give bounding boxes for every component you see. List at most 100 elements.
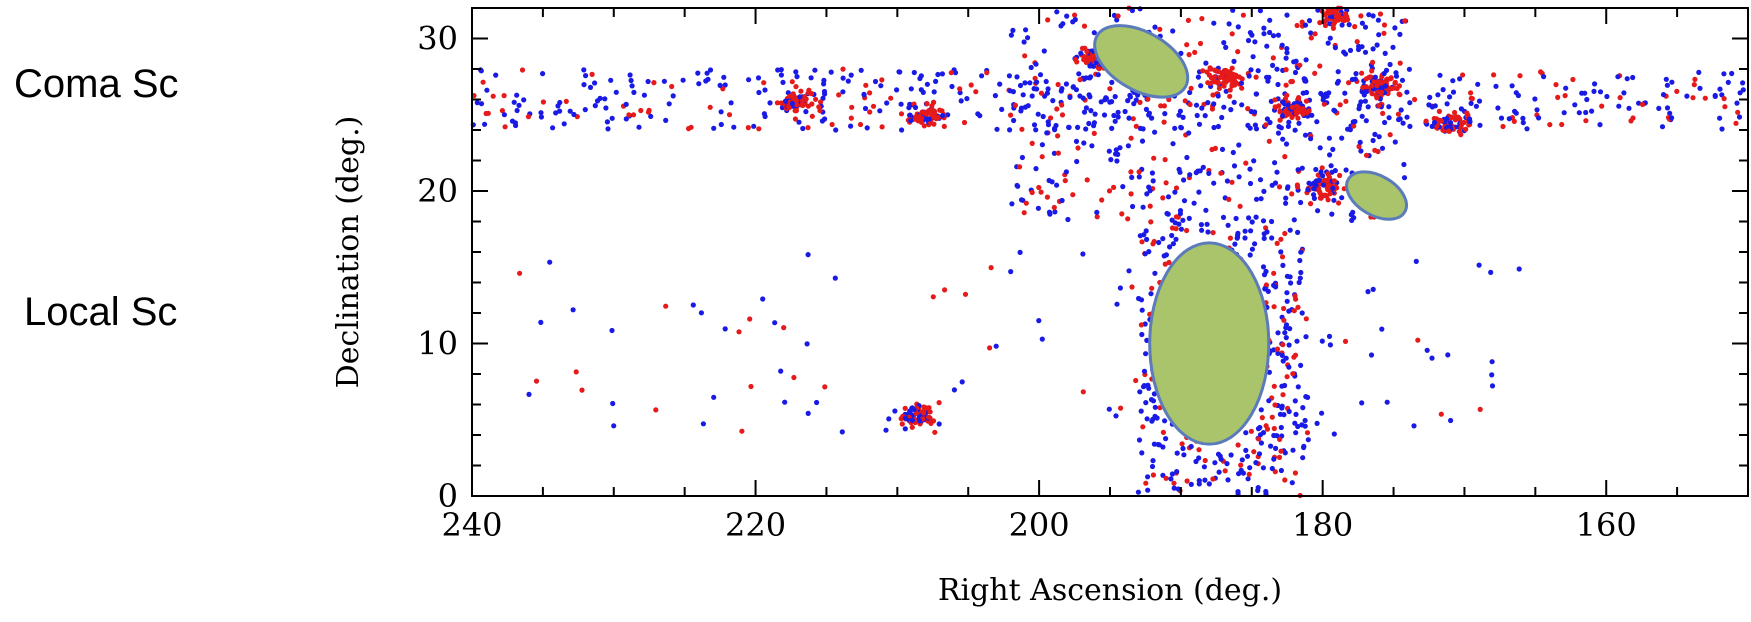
galaxy-point: [1175, 486, 1181, 492]
galaxy-point: [1038, 189, 1044, 195]
galaxy-point: [1326, 135, 1332, 141]
galaxy-point: [1475, 81, 1481, 87]
galaxy-point: [832, 275, 838, 281]
galaxy-point: [1377, 11, 1384, 17]
galaxy-point: [1270, 33, 1277, 39]
galaxy-point: [1363, 84, 1369, 90]
galaxy-point: [1206, 481, 1212, 487]
galaxy-point: [909, 424, 915, 430]
galaxy-point: [1375, 17, 1381, 23]
galaxy-point: [1091, 30, 1097, 36]
galaxy-point: [787, 93, 793, 99]
galaxy-point: [1239, 457, 1245, 463]
galaxy-point: [1184, 154, 1190, 161]
axis-ticks: [471, 7, 1749, 497]
galaxy-point: [1022, 80, 1028, 86]
galaxy-point: [1282, 230, 1288, 237]
galaxy-point: [994, 126, 1000, 132]
galaxy-point: [898, 111, 905, 117]
galaxy-point: [862, 105, 869, 112]
galaxy-point: [474, 100, 480, 106]
galaxy-point: [1109, 125, 1115, 131]
galaxy-point: [1592, 81, 1598, 87]
galaxy-point: [1219, 70, 1225, 76]
galaxy-point: [1513, 90, 1519, 96]
galaxy-point: [1176, 112, 1182, 118]
galaxy-point: [1392, 25, 1398, 31]
galaxy-point: [1309, 112, 1315, 118]
galaxy-point: [1202, 457, 1208, 464]
galaxy-point: [629, 83, 635, 89]
galaxy-point: [1357, 139, 1363, 145]
galaxy-point: [927, 409, 933, 415]
galaxy-point: [879, 124, 885, 130]
galaxy-point: [1320, 97, 1326, 103]
galaxy-point: [1342, 338, 1349, 344]
galaxy-point: [1330, 22, 1336, 28]
galaxy-point: [987, 345, 993, 351]
galaxy-point: [1358, 13, 1364, 19]
galaxy-point: [809, 113, 815, 119]
galaxy-point: [1536, 115, 1542, 121]
galaxy-point: [1432, 103, 1438, 109]
galaxy-point: [1156, 239, 1162, 246]
galaxy-point: [1572, 102, 1578, 108]
galaxy-point: [1383, 77, 1389, 83]
galaxy-point: [1291, 217, 1297, 223]
galaxy-point: [792, 108, 798, 114]
galaxy-point: [1203, 60, 1209, 66]
galaxy-point: [1083, 126, 1089, 132]
galaxy-point: [1248, 228, 1254, 234]
galaxy-point: [703, 78, 709, 84]
galaxy-point: [1107, 86, 1113, 92]
galaxy-point: [1621, 90, 1627, 96]
galaxy-point: [1411, 423, 1417, 429]
galaxy-point: [1080, 251, 1086, 257]
galaxy-point: [1033, 127, 1039, 133]
galaxy-point: [747, 316, 753, 322]
galaxy-point: [877, 108, 883, 114]
galaxy-point: [1019, 126, 1025, 132]
galaxy-point: [803, 109, 809, 115]
galaxy-point: [1206, 72, 1212, 78]
galaxy-point: [911, 407, 917, 413]
galaxy-point: [1269, 465, 1275, 472]
galaxy-point: [1305, 437, 1311, 443]
galaxy-point: [1314, 420, 1320, 426]
galaxy-point: [1091, 130, 1097, 136]
galaxy-point: [1017, 164, 1023, 170]
galaxy-point: [609, 115, 615, 121]
galaxy-point: [1407, 100, 1413, 106]
galaxy-point: [1007, 127, 1013, 133]
galaxy-point: [1283, 335, 1289, 341]
galaxy-point: [1302, 423, 1308, 429]
galaxy-point: [1221, 104, 1227, 110]
galaxy-point: [1240, 12, 1246, 18]
galaxy-point: [1093, 60, 1099, 66]
galaxy-point: [1285, 102, 1291, 108]
galaxy-point: [1325, 182, 1331, 188]
galaxy-point: [1161, 103, 1167, 109]
galaxy-point: [945, 112, 951, 118]
galaxy-point: [1295, 384, 1301, 390]
galaxy-point: [1186, 52, 1192, 58]
galaxy-point: [820, 95, 826, 101]
galaxy-point: [1230, 149, 1236, 156]
galaxy-point: [1059, 197, 1065, 204]
galaxy-point: [1181, 177, 1187, 183]
galaxy-point: [804, 341, 810, 347]
galaxy-point: [1358, 99, 1364, 105]
galaxy-point: [1029, 189, 1035, 196]
galaxy-point: [1181, 452, 1187, 458]
galaxy-point: [645, 78, 651, 85]
galaxy-point: [1369, 68, 1375, 74]
galaxy-point: [1235, 24, 1241, 30]
galaxy-point: [1035, 205, 1041, 211]
galaxy-point: [636, 124, 642, 130]
galaxy-point: [1212, 460, 1218, 466]
galaxy-point: [1400, 120, 1406, 126]
galaxy-point: [1250, 54, 1256, 60]
galaxy-point: [1374, 83, 1380, 89]
galaxy-point: [1257, 177, 1264, 183]
